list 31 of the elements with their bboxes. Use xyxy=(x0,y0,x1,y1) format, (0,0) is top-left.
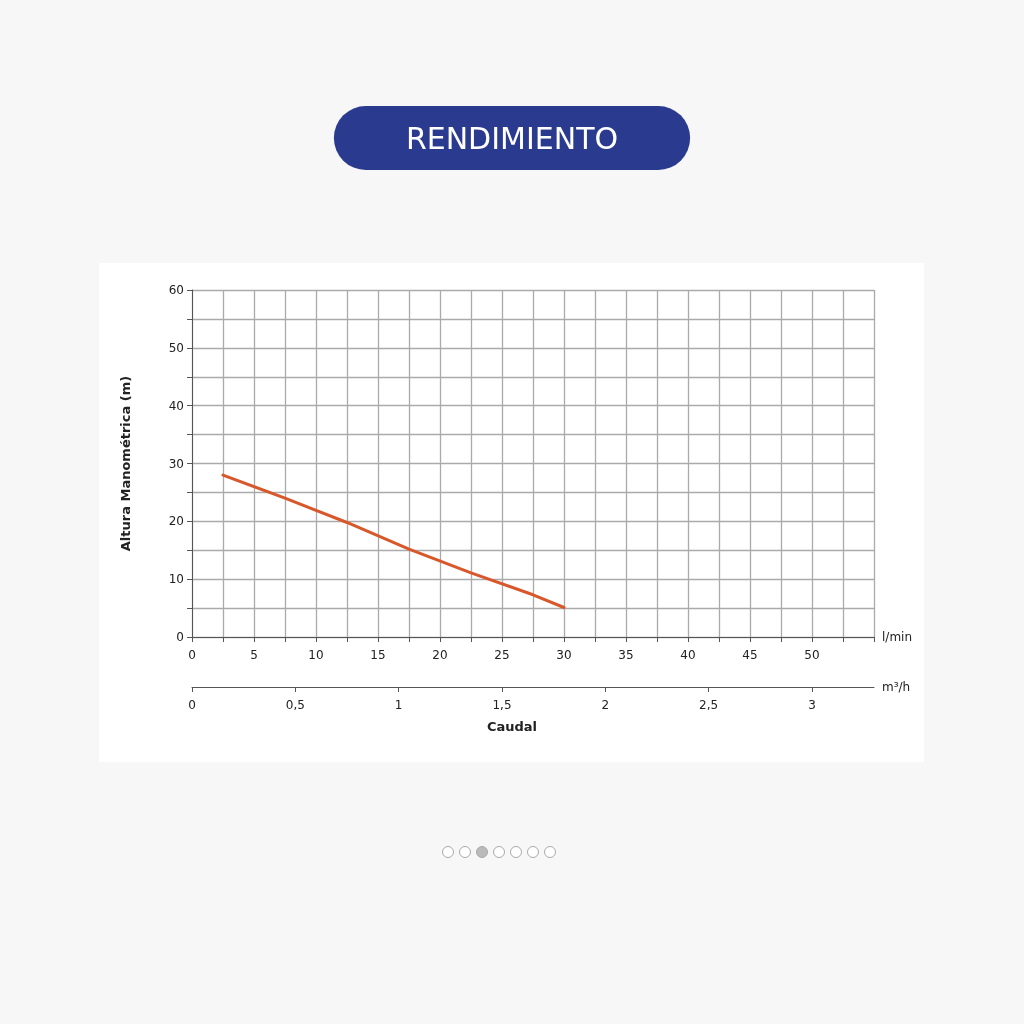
x-tick-label: 15 xyxy=(370,648,386,662)
x2-tick-label: 3 xyxy=(808,698,816,712)
y-tick-label: 10 xyxy=(168,572,184,587)
x2-tick-label: 2,5 xyxy=(699,698,719,712)
x-tick-label: 30 xyxy=(556,648,572,662)
x2-tick-label: 1,5 xyxy=(492,698,512,712)
x2-tick-label: 0 xyxy=(188,698,196,712)
y-tick-label: 60 xyxy=(168,283,184,297)
x-tick-label: 35 xyxy=(618,648,634,662)
x-tick-label: 40 xyxy=(680,648,696,662)
x-tick-label: 25 xyxy=(494,648,510,662)
x2-tick-label: 2 xyxy=(601,698,610,712)
x2-tick-label: 0,5 xyxy=(285,698,305,712)
y-axis-title: Altura Manométrica (m) xyxy=(118,375,133,552)
x-tick-label: 10 xyxy=(308,648,324,662)
x2-axis-title: m³/h xyxy=(882,680,911,694)
chart-title: RENDIMIENTO xyxy=(405,120,619,156)
x-tick-label: 20 xyxy=(432,648,448,662)
x2-tick-label: 1 xyxy=(394,698,403,712)
x-axis-title: l/min xyxy=(882,630,913,644)
y-tick-label: 40 xyxy=(168,398,184,413)
y-tick-label: 0 xyxy=(176,630,184,644)
x-tick-label: 50 xyxy=(804,648,820,662)
x-tick-label: 0 xyxy=(188,648,196,662)
text: Caudal xyxy=(486,719,538,734)
x-tick-label: 45 xyxy=(742,648,758,662)
y-tick-label: 20 xyxy=(168,514,184,529)
x-tick-label: 5 xyxy=(250,648,258,662)
y-tick-label: 30 xyxy=(168,456,184,471)
y-tick-label: 50 xyxy=(168,340,184,355)
line-series xyxy=(221,473,566,610)
